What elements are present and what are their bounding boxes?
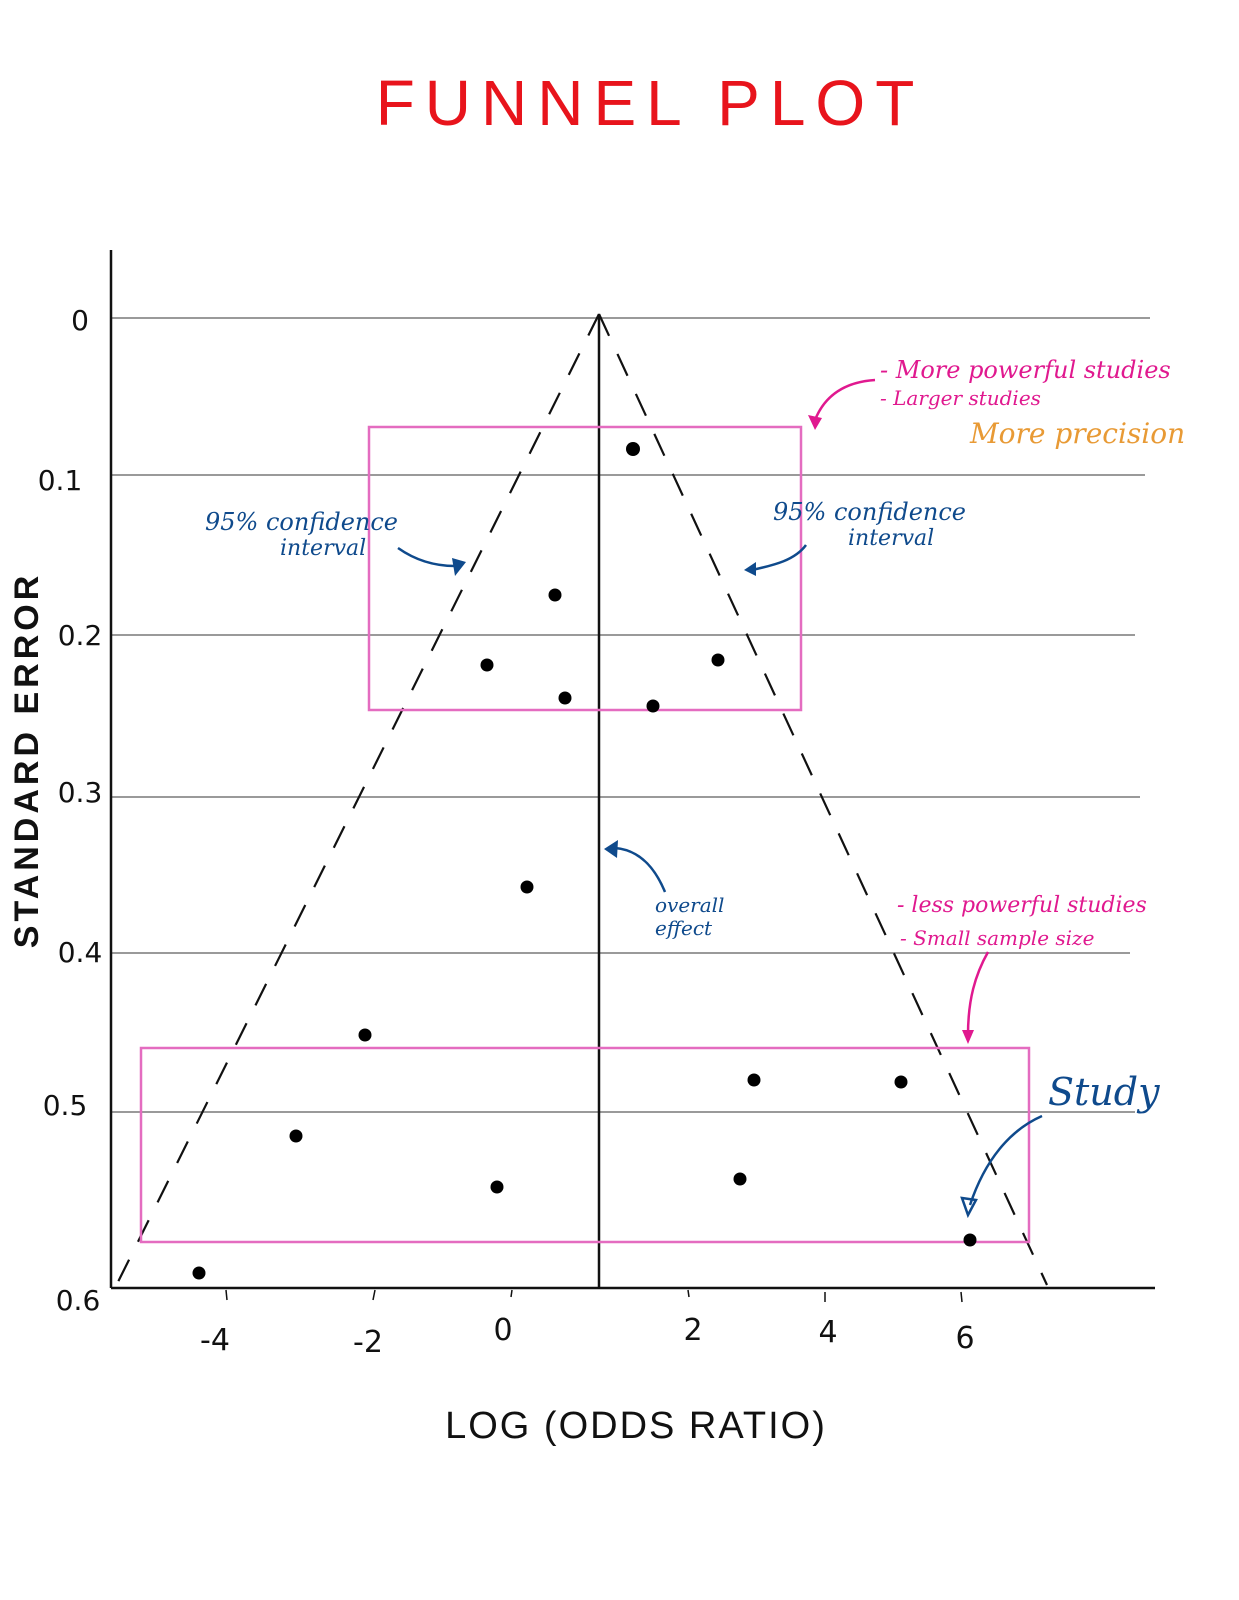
arrowhead-icon bbox=[452, 558, 466, 576]
y-axis-label: STANDARD ERROR bbox=[8, 572, 46, 948]
study-point bbox=[358, 1028, 372, 1042]
svg-text:0: 0 bbox=[71, 304, 89, 337]
svg-text:0.6: 0.6 bbox=[56, 1284, 101, 1317]
study-point bbox=[548, 588, 562, 602]
svg-text:0.1: 0.1 bbox=[38, 464, 83, 497]
small-studies-box bbox=[139, 1046, 1031, 1244]
gridlines bbox=[110, 317, 1150, 1113]
svg-text:0.3: 0.3 bbox=[58, 776, 103, 809]
study-point bbox=[626, 442, 640, 456]
svg-text:overall: overall bbox=[655, 893, 724, 917]
arrow-icon bbox=[751, 544, 808, 572]
study-point bbox=[289, 1129, 303, 1143]
axes bbox=[109, 250, 1155, 1290]
study-point bbox=[963, 1233, 977, 1247]
arrow-icon bbox=[614, 846, 667, 893]
svg-text:- Larger studies: - Larger studies bbox=[880, 386, 1041, 410]
arrow-icon bbox=[966, 951, 990, 1036]
annotation-ci-right: 95% confidence interval bbox=[773, 498, 966, 551]
arrow-icon bbox=[397, 546, 456, 568]
annotation-study: Study bbox=[1048, 1070, 1160, 1114]
x-axis-label: LOG (ODDS RATIO) bbox=[445, 1405, 827, 1447]
svg-text:2: 2 bbox=[683, 1313, 702, 1348]
svg-text:4: 4 bbox=[818, 1315, 837, 1350]
svg-text:-4: -4 bbox=[200, 1323, 230, 1358]
svg-text:95% confidence: 95% confidence bbox=[205, 508, 398, 536]
annotation-more-powerful: - More powerful studies - Larger studies bbox=[880, 356, 1171, 410]
study-point bbox=[646, 699, 660, 713]
svg-text:0.4: 0.4 bbox=[58, 936, 103, 969]
study-point bbox=[520, 880, 534, 894]
x-tick-marks bbox=[225, 1289, 963, 1303]
precise-studies-box bbox=[367, 425, 803, 712]
arrowhead-icon bbox=[962, 1030, 974, 1044]
svg-text:-2: -2 bbox=[353, 1325, 383, 1360]
svg-text:0.2: 0.2 bbox=[58, 619, 103, 652]
x-tick-labels: -4 -2 0 2 4 6 bbox=[200, 1313, 975, 1360]
y-tick-labels: 0 0.1 0.2 0.3 0.4 0.5 0.6 bbox=[38, 304, 103, 1317]
arrow-icon bbox=[968, 1114, 1043, 1206]
arrowhead-icon bbox=[960, 1196, 978, 1219]
study-points bbox=[192, 442, 977, 1280]
svg-text:0.5: 0.5 bbox=[43, 1089, 88, 1122]
svg-text:0: 0 bbox=[493, 1313, 512, 1348]
chart-title: FUNNEL PLOT bbox=[376, 67, 925, 139]
svg-text:- Small sample size: - Small sample size bbox=[900, 926, 1094, 950]
annotation-ci-left: 95% confidence interval bbox=[205, 508, 398, 561]
svg-text:6: 6 bbox=[955, 1321, 974, 1356]
annotation-more-precision: More precision bbox=[969, 417, 1185, 450]
arrowhead-icon bbox=[808, 415, 822, 430]
svg-text:95% confidence: 95% confidence bbox=[773, 498, 966, 526]
annotation-overall-effect: overall effect bbox=[655, 893, 724, 940]
highlight-boxes bbox=[139, 425, 1031, 1244]
study-point bbox=[480, 658, 494, 672]
study-point bbox=[490, 1180, 504, 1194]
svg-text:- less powerful studies: - less powerful studies bbox=[897, 893, 1147, 918]
study-point bbox=[747, 1073, 761, 1087]
svg-text:interval: interval bbox=[280, 536, 366, 561]
study-point bbox=[894, 1075, 908, 1089]
study-point bbox=[711, 653, 725, 667]
arrow-icon bbox=[813, 378, 876, 421]
svg-text:interval: interval bbox=[848, 526, 934, 551]
study-point bbox=[558, 691, 572, 705]
confidence-funnel bbox=[114, 313, 1048, 1289]
annotation-less-powerful: - less powerful studies - Small sample s… bbox=[897, 893, 1147, 950]
svg-text:- More powerful studies: - More powerful studies bbox=[880, 356, 1171, 384]
svg-text:effect: effect bbox=[655, 916, 713, 940]
study-point bbox=[733, 1172, 747, 1186]
arrowhead-icon bbox=[604, 840, 618, 858]
study-point bbox=[192, 1266, 206, 1280]
arrowhead-icon bbox=[744, 562, 756, 576]
